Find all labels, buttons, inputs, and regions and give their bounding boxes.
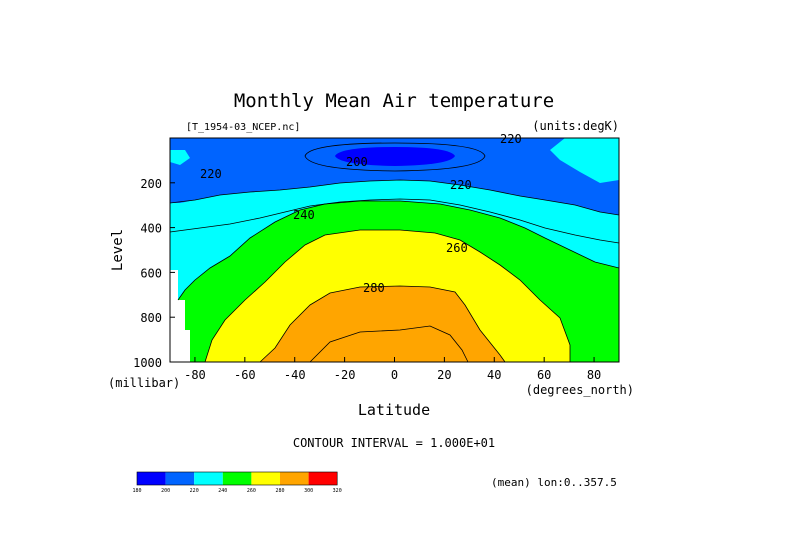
plot-area: 200 220 220 220 240 260 280: [169, 132, 620, 363]
x-tick-label: -80: [184, 368, 206, 382]
contour-label: 260: [446, 241, 468, 255]
colorbar-swatch: [251, 472, 280, 485]
chart-title: Monthly Mean Air temperature: [234, 90, 554, 112]
x-tick-label: 0: [391, 368, 398, 382]
y-tick-label: 400: [140, 222, 162, 236]
colorbar-swatch: [222, 472, 252, 485]
x-axis-units: (degrees_north): [526, 383, 634, 397]
band-darkblue: [335, 147, 455, 166]
colorbar-frame: [136, 471, 338, 486]
colorbar-label: 240: [218, 488, 227, 494]
contour-label: 220: [450, 178, 472, 192]
colorbar-swatch: [194, 472, 223, 485]
contour-label: 280: [363, 281, 385, 295]
contour-label-group: 200 220 220 220 240 260 280: [200, 132, 522, 295]
y-axis: 200 400 600 800 1000: [133, 177, 175, 370]
colorbar-label: 300: [304, 488, 313, 494]
x-tick-label: 20: [437, 368, 451, 382]
y-tick-label: 600: [140, 266, 162, 280]
x-tick-label: 40: [487, 368, 501, 382]
x-axis-title: Latitude: [358, 401, 430, 419]
y-axis-title: Level: [110, 229, 126, 271]
x-tick-label: 80: [587, 368, 601, 382]
x-axis: -80 -60 -40 -20 0 20 40 60 80: [184, 357, 601, 382]
units-label: (units:degK): [532, 119, 619, 133]
colorbar-swatch: [165, 472, 195, 485]
colorbar-label: 220: [190, 488, 199, 494]
colorbar-swatch: [308, 472, 338, 485]
y-tick-label: 800: [140, 311, 162, 325]
file-label: [T_1954-03_NCEP.nc]: [186, 122, 300, 133]
colorbar-swatch: [137, 472, 166, 485]
colorbar-label: 320: [333, 488, 342, 494]
colorbar-label: 280: [275, 488, 284, 494]
x-tick-label: -20: [334, 368, 356, 382]
band-blue: [170, 138, 619, 215]
colorbar-label: 260: [247, 488, 256, 494]
y-axis-units: (millibar): [108, 376, 180, 390]
contour-label: 220: [200, 167, 222, 181]
contour-interval-text: CONTOUR INTERVAL = 1.000E+01: [293, 436, 495, 450]
contour-label: 200: [346, 155, 368, 169]
contour-label: 240: [293, 208, 315, 222]
colorbar-label: 180: [132, 488, 141, 494]
colorbar-label: 200: [161, 488, 170, 494]
contour-label: 220: [500, 132, 522, 146]
band-orange: [260, 286, 505, 362]
x-tick-label: -60: [234, 368, 256, 382]
mean-text: (mean) lon:0..357.5: [491, 476, 617, 489]
contour-lines: [169, 142, 620, 363]
colorbar-swatch: [280, 472, 309, 485]
x-tick-label: -40: [284, 368, 306, 382]
colorbar: 180 200 220 240 260 280 300 320: [132, 471, 342, 494]
y-tick-label: 200: [140, 177, 162, 191]
x-tick-label: 60: [537, 368, 551, 382]
y-tick-label: 1000: [133, 356, 162, 370]
